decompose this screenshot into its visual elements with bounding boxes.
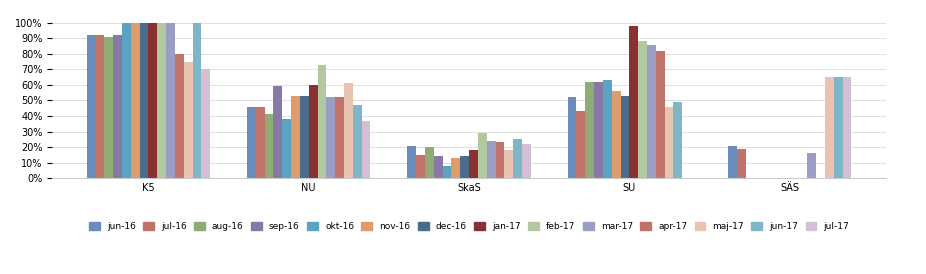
Bar bbox=[166, 23, 175, 178]
Bar bbox=[273, 87, 282, 178]
Bar bbox=[833, 77, 843, 178]
Bar bbox=[247, 107, 256, 178]
Bar bbox=[638, 41, 647, 178]
Bar bbox=[843, 77, 851, 178]
Bar bbox=[647, 44, 656, 178]
Bar bbox=[335, 97, 344, 178]
Bar bbox=[656, 51, 665, 178]
Bar bbox=[505, 150, 513, 178]
Bar bbox=[460, 156, 469, 178]
Bar bbox=[433, 156, 443, 178]
Bar bbox=[291, 96, 300, 178]
Bar bbox=[344, 83, 353, 178]
Bar bbox=[265, 115, 273, 178]
Legend: jun-16, jul-16, aug-16, sep-16, okt-16, nov-16, dec-16, jan-17, feb-17, mar-17, : jun-16, jul-16, aug-16, sep-16, okt-16, … bbox=[85, 219, 853, 235]
Bar bbox=[282, 119, 291, 178]
Bar bbox=[513, 139, 522, 178]
Bar bbox=[148, 23, 157, 178]
Bar bbox=[443, 166, 451, 178]
Bar bbox=[308, 85, 318, 178]
Bar bbox=[105, 37, 113, 178]
Bar bbox=[157, 23, 166, 178]
Bar bbox=[353, 105, 362, 178]
Bar bbox=[478, 133, 487, 178]
Bar bbox=[113, 35, 122, 178]
Bar bbox=[495, 142, 505, 178]
Bar bbox=[95, 35, 105, 178]
Bar bbox=[807, 153, 816, 178]
Bar bbox=[577, 111, 585, 178]
Bar bbox=[603, 80, 612, 178]
Bar bbox=[737, 149, 745, 178]
Bar bbox=[87, 35, 95, 178]
Bar bbox=[594, 82, 603, 178]
Bar bbox=[612, 91, 620, 178]
Bar bbox=[673, 102, 682, 178]
Bar bbox=[451, 158, 460, 178]
Bar bbox=[825, 77, 833, 178]
Bar bbox=[318, 65, 326, 178]
Bar bbox=[522, 144, 531, 178]
Bar bbox=[665, 107, 673, 178]
Bar bbox=[425, 147, 433, 178]
Bar bbox=[201, 69, 210, 178]
Bar bbox=[585, 82, 594, 178]
Bar bbox=[326, 97, 335, 178]
Bar bbox=[183, 62, 193, 178]
Bar bbox=[122, 23, 131, 178]
Bar bbox=[175, 54, 183, 178]
Bar bbox=[568, 97, 577, 178]
Bar bbox=[362, 121, 370, 178]
Bar bbox=[416, 155, 425, 178]
Bar bbox=[131, 23, 140, 178]
Bar bbox=[620, 96, 630, 178]
Bar bbox=[407, 145, 416, 178]
Bar bbox=[140, 23, 148, 178]
Bar bbox=[193, 23, 201, 178]
Bar bbox=[469, 150, 478, 178]
Bar bbox=[728, 145, 737, 178]
Bar bbox=[487, 141, 495, 178]
Bar bbox=[300, 96, 308, 178]
Bar bbox=[256, 107, 265, 178]
Bar bbox=[630, 26, 638, 178]
